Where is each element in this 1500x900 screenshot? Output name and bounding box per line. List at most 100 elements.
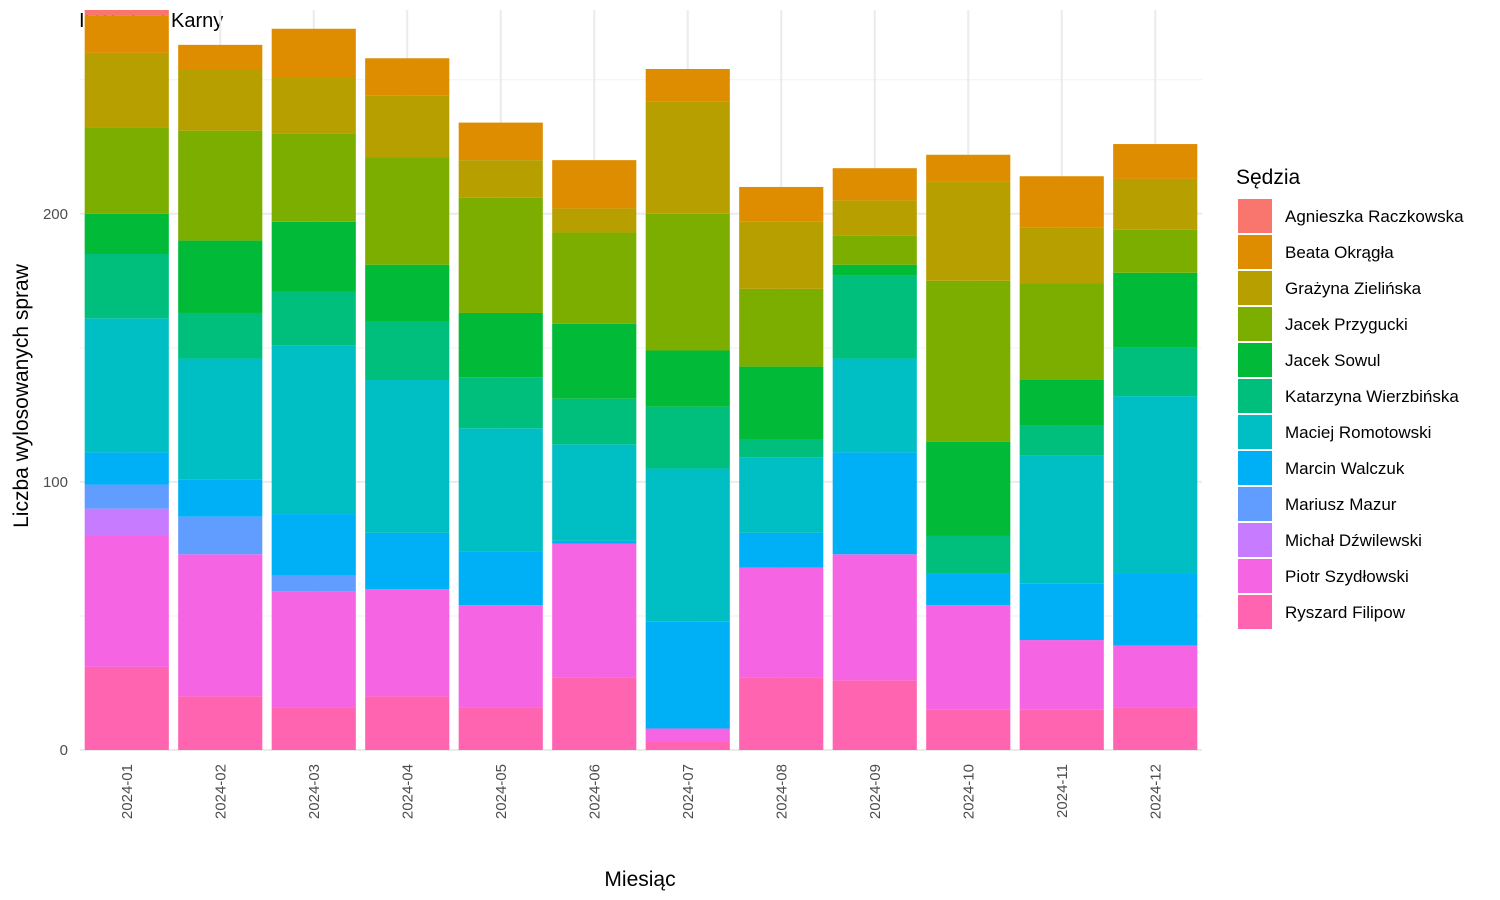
bar-segment — [552, 398, 637, 445]
bar-segment — [458, 377, 543, 429]
bar-segment — [178, 240, 263, 313]
bar-segment — [645, 101, 730, 214]
x-tick-label: 2024-09 — [867, 764, 884, 819]
bar-segment — [645, 406, 730, 469]
bar-segment — [926, 709, 1011, 750]
legend-key — [1236, 269, 1274, 307]
legend-label: Grażyna Zielińska — [1285, 279, 1422, 298]
bar-segment — [552, 543, 637, 678]
bar-segment — [178, 516, 263, 555]
x-tick-label: 2024-05 — [493, 764, 510, 819]
bars — [84, 10, 1198, 750]
legend-label: Maciej Romotowski — [1285, 423, 1431, 442]
bar-segment — [832, 264, 917, 276]
x-tick-label: 2024-02 — [212, 764, 229, 819]
bar-segment — [1113, 573, 1198, 646]
bar-segment — [271, 707, 356, 750]
legend-label: Piotr Szydłowski — [1285, 567, 1409, 586]
y-tick-label: 0 — [60, 742, 68, 759]
x-tick-label: 2024-08 — [773, 764, 790, 819]
bar-segment — [645, 621, 730, 729]
bar-segment — [832, 358, 917, 453]
bar-segment — [739, 532, 824, 568]
legend-label: Jacek Sowul — [1285, 351, 1380, 370]
bar-segment — [926, 573, 1011, 606]
bar-segment — [458, 551, 543, 606]
bar-segment — [365, 95, 450, 158]
bar-segment — [1113, 645, 1198, 708]
y-axis-title: Liczba wylosowanych spraw — [10, 263, 33, 528]
x-tick-label: 2024-11 — [1054, 764, 1071, 818]
legend-key — [1236, 485, 1274, 523]
legend-label: Beata Okrągła — [1285, 243, 1394, 262]
legend-label: Katarzyna Wierzbińska — [1285, 387, 1459, 406]
legend-label: Marcin Walczuk — [1285, 459, 1405, 478]
bar-segment — [458, 707, 543, 750]
x-tick-label: 2024-10 — [960, 764, 977, 819]
bar-segment — [1019, 583, 1104, 641]
legend-key — [1236, 557, 1274, 595]
bar-segment — [1113, 144, 1198, 179]
bar-segment — [739, 366, 824, 439]
x-tick-label: 2024-04 — [399, 764, 416, 819]
legend-key — [1236, 413, 1274, 451]
bar-segment — [926, 605, 1011, 710]
bar-segment — [832, 168, 917, 201]
x-axis-ticks: 2024-01 2024-02 2024-03 2024-04 2024-05 2024-… — [119, 764, 1165, 819]
bar-segment — [84, 508, 169, 536]
bar-segment — [552, 160, 637, 209]
bar-segment — [645, 213, 730, 351]
bar-segment — [458, 122, 543, 161]
bar-segment — [365, 696, 450, 750]
bar-segment — [178, 68, 263, 131]
bar-segment — [178, 479, 263, 517]
bar-segment — [832, 680, 917, 750]
bar-segment — [178, 696, 263, 750]
bar-segment — [365, 380, 450, 533]
bar-segment — [926, 535, 1011, 574]
bar-segment — [84, 10, 169, 16]
bar-segment — [84, 484, 169, 509]
bar-segment — [458, 428, 543, 552]
bar-segment — [739, 221, 824, 289]
bar-segment — [365, 157, 450, 265]
bar-segment — [739, 438, 824, 458]
bar-segment — [832, 200, 917, 236]
bar-segment — [832, 452, 917, 555]
bar-segment — [552, 323, 637, 399]
bar-segment — [1113, 347, 1198, 397]
bar-segment — [458, 160, 543, 198]
legend-key — [1236, 197, 1274, 235]
bar-segment — [84, 318, 169, 453]
legend-key — [1236, 341, 1274, 379]
bar-segment — [178, 130, 263, 241]
bar-segment — [739, 677, 824, 750]
bar-segment — [926, 280, 1011, 442]
legend-key — [1236, 305, 1274, 343]
bar-segment — [1113, 229, 1198, 273]
bar-segment — [645, 350, 730, 407]
y-tick-label: 200 — [43, 206, 68, 223]
legend: Sędzia Agnieszka Raczkowska Beata Okrągła… — [1236, 166, 1464, 631]
legend-title: Sędzia — [1236, 166, 1301, 189]
bar-segment — [178, 312, 263, 359]
bar-segment — [645, 468, 730, 622]
bar-segment — [1113, 178, 1198, 230]
bar-segment — [552, 444, 637, 541]
bar-segment — [84, 52, 169, 128]
bar-segment — [739, 186, 824, 222]
bar-segment — [84, 213, 169, 254]
bar-segment — [1019, 709, 1104, 750]
bar-segment — [458, 312, 543, 378]
legend-key — [1236, 449, 1274, 487]
bar-segment — [552, 677, 637, 750]
bar-segment — [645, 741, 730, 750]
legend-label: Ryszard Filipow — [1285, 603, 1406, 622]
x-axis-title: Miesiąc — [604, 868, 675, 891]
bar-segment — [271, 221, 356, 292]
bar-segment — [365, 532, 450, 590]
bar-segment — [365, 589, 450, 697]
bar-segment — [832, 554, 917, 681]
legend-label: Jacek Przygucki — [1285, 315, 1408, 334]
